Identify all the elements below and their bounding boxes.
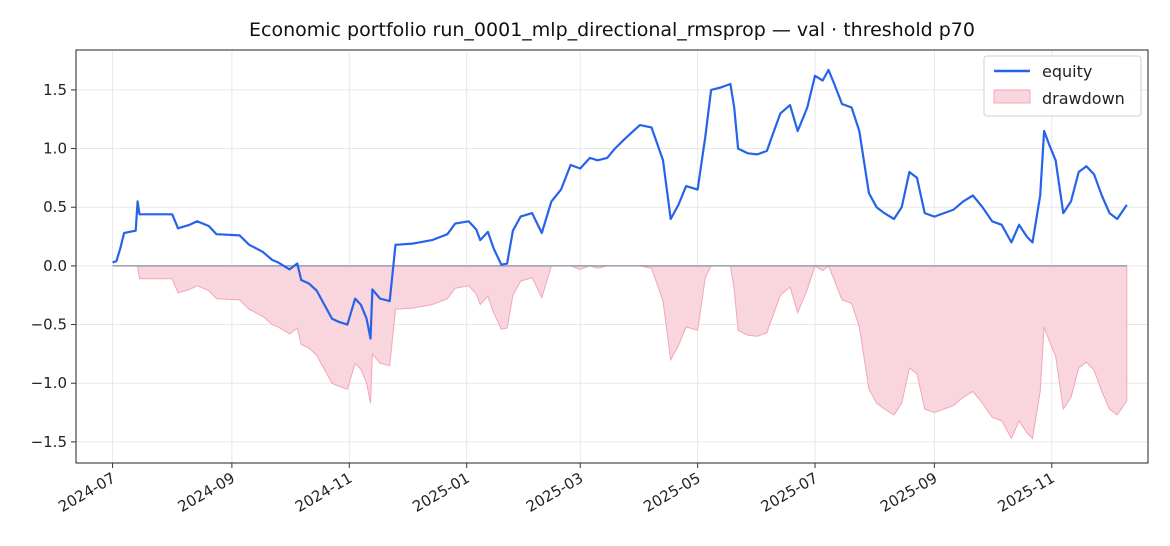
legend-drawdown-label: drawdown: [1042, 89, 1125, 108]
legend-equity-label: equity: [1042, 62, 1092, 81]
x-tick-label: 2024-11: [292, 469, 355, 516]
x-tick-label: 2025-05: [640, 469, 703, 516]
y-tick-label: 0.5: [43, 198, 67, 216]
x-tick-label: 2025-09: [877, 469, 940, 516]
grid: [76, 50, 1148, 463]
x-tick-label: 2025-01: [409, 469, 472, 516]
equity-series: [112, 68, 1128, 340]
x-axis: 2024-07 2024-09 2024-11 2025-01 2025-03 2025-…: [55, 463, 1058, 516]
x-tick-label: 2025-07: [758, 469, 821, 516]
drawdown-series: [112, 265, 1128, 440]
plot-frame: [75, 49, 1149, 464]
legend-drawdown-swatch: [993, 89, 1031, 104]
y-tick-label: −1.5: [31, 433, 67, 451]
y-tick-label: 0.0: [43, 257, 67, 275]
x-tick-label: 2025-11: [994, 469, 1057, 516]
equity-line: [112, 68, 1128, 340]
y-tick-label: −0.5: [31, 316, 67, 334]
drawdown-area: [112, 265, 1128, 440]
legend: equity drawdown: [983, 55, 1142, 117]
y-tick-label: −1.0: [31, 374, 67, 392]
x-tick-label: 2024-07: [55, 469, 118, 516]
y-tick-label: 1.0: [43, 140, 67, 158]
chart-title: Economic portfolio run_0001_mlp_directio…: [249, 19, 975, 41]
x-tick-label: 2024-09: [175, 469, 238, 516]
y-axis: −1.5 −1.0 −0.5 0.0 0.5 1.0 1.5: [31, 81, 76, 451]
y-tick-label: 1.5: [43, 81, 67, 99]
x-tick-label: 2025-03: [523, 469, 586, 516]
